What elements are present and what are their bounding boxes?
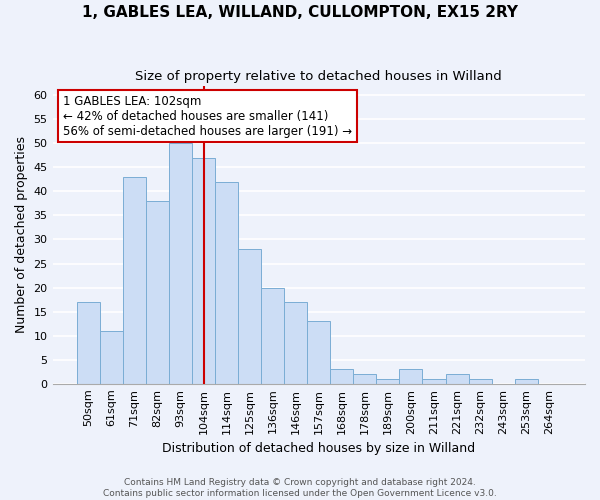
Bar bbox=[353, 374, 376, 384]
Bar bbox=[284, 302, 307, 384]
Bar bbox=[238, 249, 261, 384]
Bar bbox=[169, 144, 192, 384]
Bar bbox=[515, 379, 538, 384]
Bar bbox=[100, 331, 123, 384]
Bar bbox=[307, 322, 330, 384]
Bar bbox=[215, 182, 238, 384]
Bar bbox=[376, 379, 400, 384]
Bar bbox=[123, 177, 146, 384]
Title: Size of property relative to detached houses in Willand: Size of property relative to detached ho… bbox=[136, 70, 502, 83]
Bar bbox=[192, 158, 215, 384]
Text: Contains HM Land Registry data © Crown copyright and database right 2024.
Contai: Contains HM Land Registry data © Crown c… bbox=[103, 478, 497, 498]
Bar bbox=[77, 302, 100, 384]
X-axis label: Distribution of detached houses by size in Willand: Distribution of detached houses by size … bbox=[162, 442, 475, 455]
Y-axis label: Number of detached properties: Number of detached properties bbox=[15, 136, 28, 333]
Text: 1 GABLES LEA: 102sqm
← 42% of detached houses are smaller (141)
56% of semi-deta: 1 GABLES LEA: 102sqm ← 42% of detached h… bbox=[63, 94, 352, 138]
Bar bbox=[422, 379, 446, 384]
Bar bbox=[469, 379, 491, 384]
Bar bbox=[146, 201, 169, 384]
Bar bbox=[446, 374, 469, 384]
Text: 1, GABLES LEA, WILLAND, CULLOMPTON, EX15 2RY: 1, GABLES LEA, WILLAND, CULLOMPTON, EX15… bbox=[82, 5, 518, 20]
Bar bbox=[261, 288, 284, 384]
Bar bbox=[400, 370, 422, 384]
Bar bbox=[330, 370, 353, 384]
